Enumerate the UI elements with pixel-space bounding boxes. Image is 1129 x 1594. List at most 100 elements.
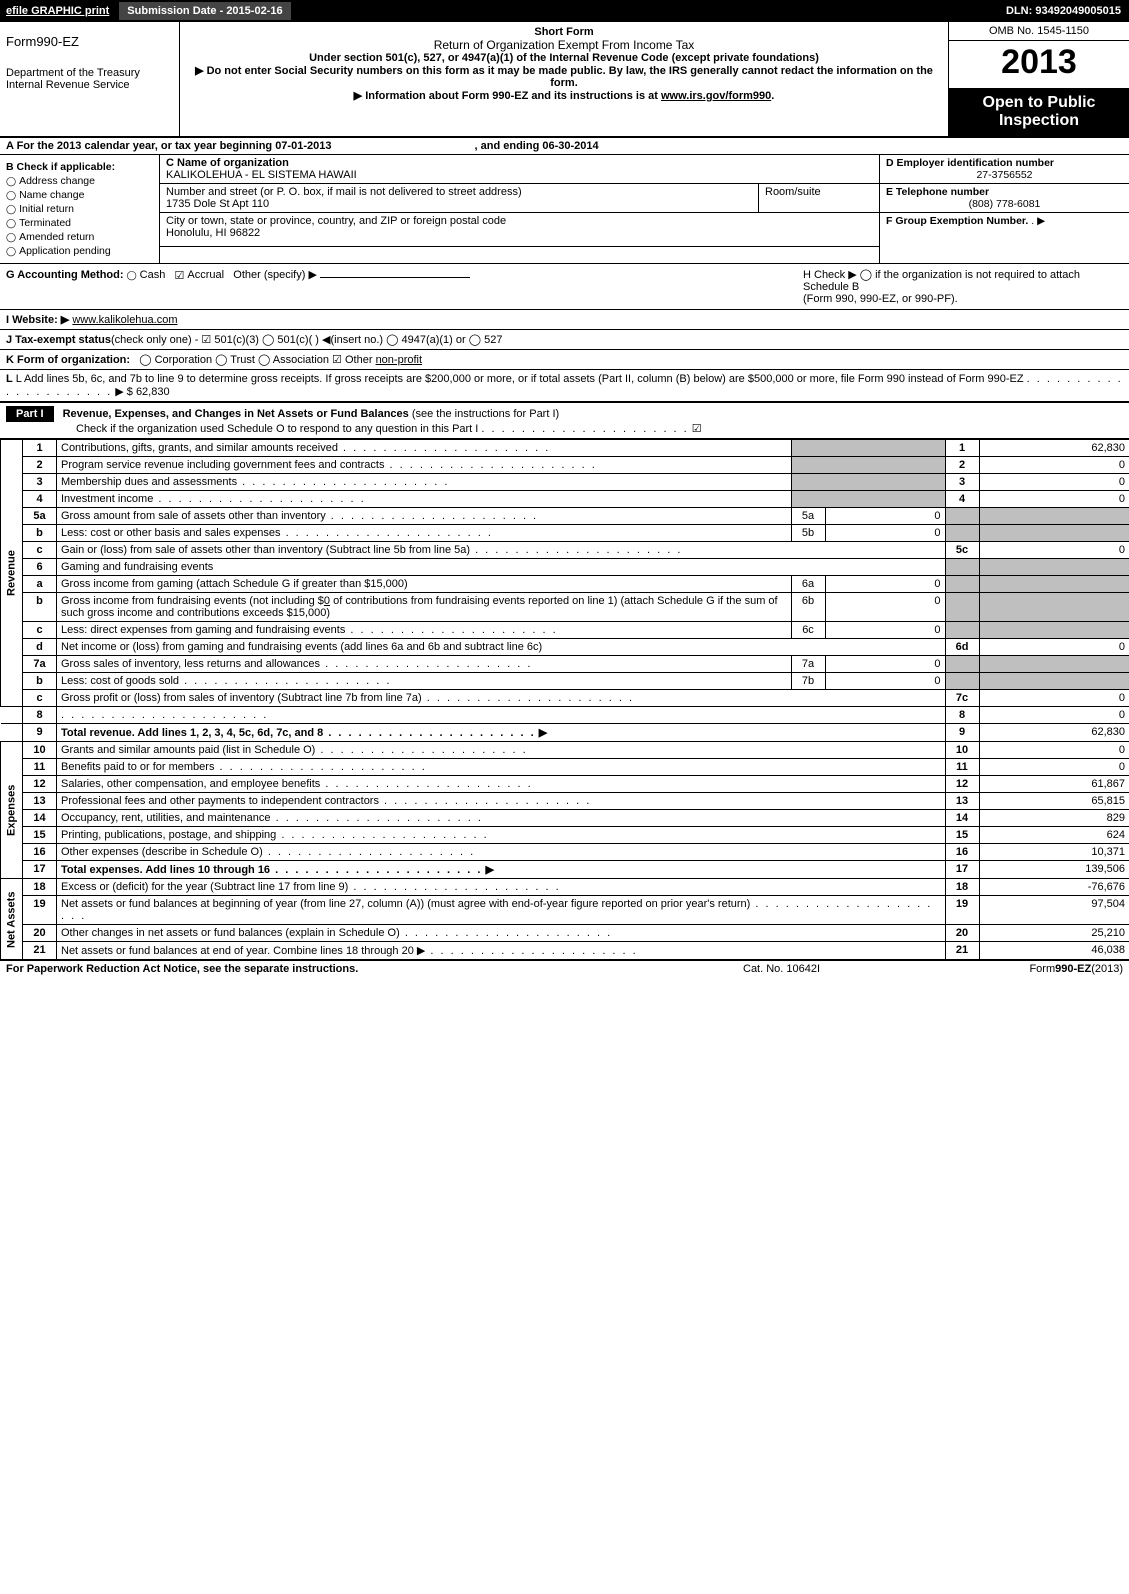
part1-instr: (see the instructions for Part I) — [412, 408, 559, 420]
h-text: H Check ▶ ◯ if the organization is not r… — [803, 268, 1123, 293]
part1-bar: Part I — [6, 406, 54, 422]
ln4-r: 4 — [945, 491, 979, 508]
chk-application-pending[interactable]: Application pending — [6, 245, 153, 257]
ln4-val: 0 — [979, 491, 1129, 508]
ln6a-s: 6a — [791, 576, 825, 593]
line-4: 4 Investment income 4 0 — [1, 491, 1129, 508]
g-accrual[interactable]: Accrual — [175, 269, 225, 281]
f-arrow: . ▶ — [1031, 215, 1045, 227]
ln13-r: 13 — [945, 793, 979, 810]
ln8-num: 8 — [23, 707, 57, 724]
ln16-desc: Other expenses (describe in Schedule O) — [61, 846, 263, 858]
ln7a-desc: Gross sales of inventory, less returns a… — [61, 658, 320, 670]
line-17: 17 Total expenses. Add lines 10 through … — [1, 861, 1129, 879]
footer-form-pre: Form — [1029, 963, 1055, 975]
f-group: F Group Exemption Number. . ▶ — [880, 213, 1129, 229]
ln3-num: 3 — [23, 474, 57, 491]
ln7b-num: b — [23, 673, 57, 690]
ln12-num: 12 — [23, 776, 57, 793]
irs-form990-link[interactable]: www.irs.gov/form990 — [661, 90, 771, 102]
street-cell: Number and street (or P. O. box, if mail… — [160, 184, 759, 212]
room-label: Room/suite — [765, 186, 873, 198]
line-16: 16 Other expenses (describe in Schedule … — [1, 844, 1129, 861]
ln7b-s: 7b — [791, 673, 825, 690]
omb-number: OMB No. 1545-1150 — [949, 22, 1129, 41]
c-name-block: C Name of organization KALIKOLEHUA - EL … — [160, 155, 879, 184]
header-mid: Short Form Return of Organization Exempt… — [180, 22, 949, 136]
chk-terminated[interactable]: Terminated — [6, 217, 153, 229]
city-label: City or town, state or province, country… — [166, 215, 873, 227]
g-other[interactable]: Other (specify) ▶ — [233, 269, 317, 281]
part1-table: Revenue 1 Contributions, gifts, grants, … — [0, 439, 1129, 960]
line-20: 20 Other changes in net assets or fund b… — [1, 925, 1129, 942]
ln9-r: 9 — [945, 724, 979, 742]
info-pre: ▶ Information about Form 990-EZ and its … — [354, 90, 661, 102]
j-tax-exempt: J Tax-exempt status(check only one) - ☑ … — [0, 330, 1129, 350]
chk-address-change[interactable]: Address change — [6, 175, 153, 187]
ln17-val: 139,506 — [979, 861, 1129, 879]
g-cash[interactable]: Cash — [127, 269, 166, 281]
footer-left: For Paperwork Reduction Act Notice, see … — [6, 963, 743, 975]
ln5a-num: 5a — [23, 508, 57, 525]
part1-header: Part I Revenue, Expenses, and Changes in… — [0, 401, 1129, 439]
ln5a-s: 5a — [791, 508, 825, 525]
i-label: I Website: ▶ — [6, 314, 69, 326]
footer-form-bold: 990-EZ — [1055, 963, 1091, 975]
ln17-num: 17 — [23, 861, 57, 879]
ln6b-num: b — [23, 593, 57, 622]
ln7c-val: 0 — [979, 690, 1129, 707]
irs-label: Internal Revenue Service — [6, 79, 173, 91]
form-header: Form990-EZ Department of the Treasury In… — [0, 22, 1129, 138]
ln21-val: 46,038 — [979, 942, 1129, 960]
ln10-num: 10 — [23, 742, 57, 759]
section-a: A For the 2013 calendar year, or tax yea… — [0, 138, 1129, 155]
k-form-org: K Form of organization: ◯ Corporation ◯ … — [0, 350, 1129, 370]
d-label: D Employer identification number — [886, 157, 1123, 169]
line-3: 3 Membership dues and assessments 3 0 — [1, 474, 1129, 491]
chk-amended-return[interactable]: Amended return — [6, 231, 153, 243]
ln13-num: 13 — [23, 793, 57, 810]
ln8-val: 0 — [979, 707, 1129, 724]
street-value: 1735 Dole St Apt 110 — [166, 198, 752, 210]
ln2-desc: Program service revenue including govern… — [61, 459, 384, 471]
efile-link[interactable]: efile GRAPHIC print — [0, 5, 115, 17]
ln7c-num: c — [23, 690, 57, 707]
k-opts: ◯ Corporation ◯ Trust ◯ Association ☑ Ot… — [139, 354, 372, 366]
ln3-r: 3 — [945, 474, 979, 491]
revenue-label: Revenue — [1, 440, 23, 707]
ln14-r: 14 — [945, 810, 979, 827]
ln5c-val: 0 — [979, 542, 1129, 559]
chk-initial-return[interactable]: Initial return — [6, 203, 153, 215]
ln6d-r: 6d — [945, 639, 979, 656]
chk-name-change[interactable]: Name change — [6, 189, 153, 201]
ln19-r: 19 — [945, 896, 979, 925]
ln12-val: 61,867 — [979, 776, 1129, 793]
short-form: Short Form — [186, 26, 942, 38]
ln7a-num: 7a — [23, 656, 57, 673]
e-value: (808) 778-6081 — [886, 198, 1123, 210]
j-rest: (check only one) - ☑ 501(c)(3) ◯ 501(c)(… — [111, 334, 503, 346]
org-right: D Employer identification number 27-3756… — [879, 155, 1129, 263]
ln7b-sv: 0 — [825, 673, 945, 690]
line-11: 11 Benefits paid to or for members 11 0 — [1, 759, 1129, 776]
ln6d-val: 0 — [979, 639, 1129, 656]
a-begin: A For the 2013 calendar year, or tax yea… — [6, 140, 331, 152]
dept-treasury: Department of the Treasury — [6, 67, 173, 79]
ln19-val: 97,504 — [979, 896, 1129, 925]
ln11-val: 0 — [979, 759, 1129, 776]
ln21-num: 21 — [23, 942, 57, 960]
website-link[interactable]: www.kalikolehua.com — [72, 314, 177, 326]
ln15-r: 15 — [945, 827, 979, 844]
ln6b-sv: 0 — [825, 593, 945, 622]
ln20-num: 20 — [23, 925, 57, 942]
ln7a-sv: 0 — [825, 656, 945, 673]
ln15-val: 624 — [979, 827, 1129, 844]
under-section: Under section 501(c), 527, or 4947(a)(1)… — [186, 52, 942, 64]
ln6c-s: 6c — [791, 622, 825, 639]
ln6c-desc: Less: direct expenses from gaming and fu… — [61, 624, 345, 636]
c-label: C Name of organization — [166, 157, 873, 169]
line-1: Revenue 1 Contributions, gifts, grants, … — [1, 440, 1129, 457]
line-21: 21 Net assets or fund balances at end of… — [1, 942, 1129, 960]
ln16-r: 16 — [945, 844, 979, 861]
line-18: Net Assets 18 Excess or (deficit) for th… — [1, 879, 1129, 896]
